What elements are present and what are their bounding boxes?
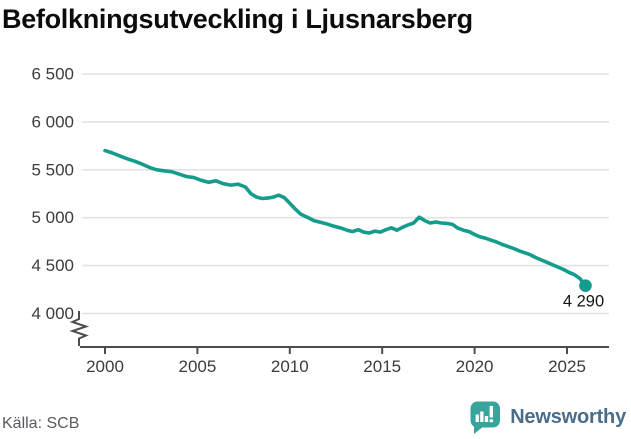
population-line (103, 148, 588, 288)
newsworthy-logo[interactable]: Newsworthy (469, 400, 626, 435)
bar-chart-speech-bubble-icon (470, 401, 501, 434)
axis-break-icon (69, 311, 90, 346)
last-point-marker (579, 279, 592, 293)
x-tick-label: 2000 (86, 357, 124, 376)
source-caption: Källa: SCB (2, 415, 80, 432)
x-tick-label: 2015 (363, 357, 401, 376)
brand-name: Newsworthy (510, 406, 626, 428)
y-tick-label: 5 000 (31, 208, 74, 227)
y-tick-label: 5 500 (31, 160, 74, 179)
y-tick-label: 6 500 (31, 65, 74, 84)
x-tick-label: 2010 (271, 357, 309, 376)
y-tick-label: 4 500 (31, 256, 74, 275)
x-tick-label: 2020 (456, 357, 494, 376)
x-tick-label: 2005 (178, 357, 216, 376)
chart-title: Befolkningsutveckling i Ljusnarsberg (2, 4, 473, 34)
y-tick-label: 4 000 (31, 304, 74, 323)
x-tick-label: 2025 (548, 357, 586, 376)
y-tick-label: 6 000 (31, 112, 74, 131)
last-value-label: 4 290 (563, 293, 604, 311)
